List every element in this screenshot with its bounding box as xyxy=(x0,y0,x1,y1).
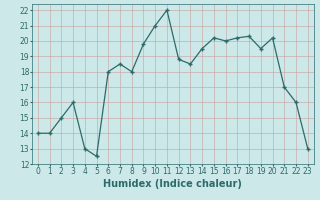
X-axis label: Humidex (Indice chaleur): Humidex (Indice chaleur) xyxy=(103,179,242,189)
